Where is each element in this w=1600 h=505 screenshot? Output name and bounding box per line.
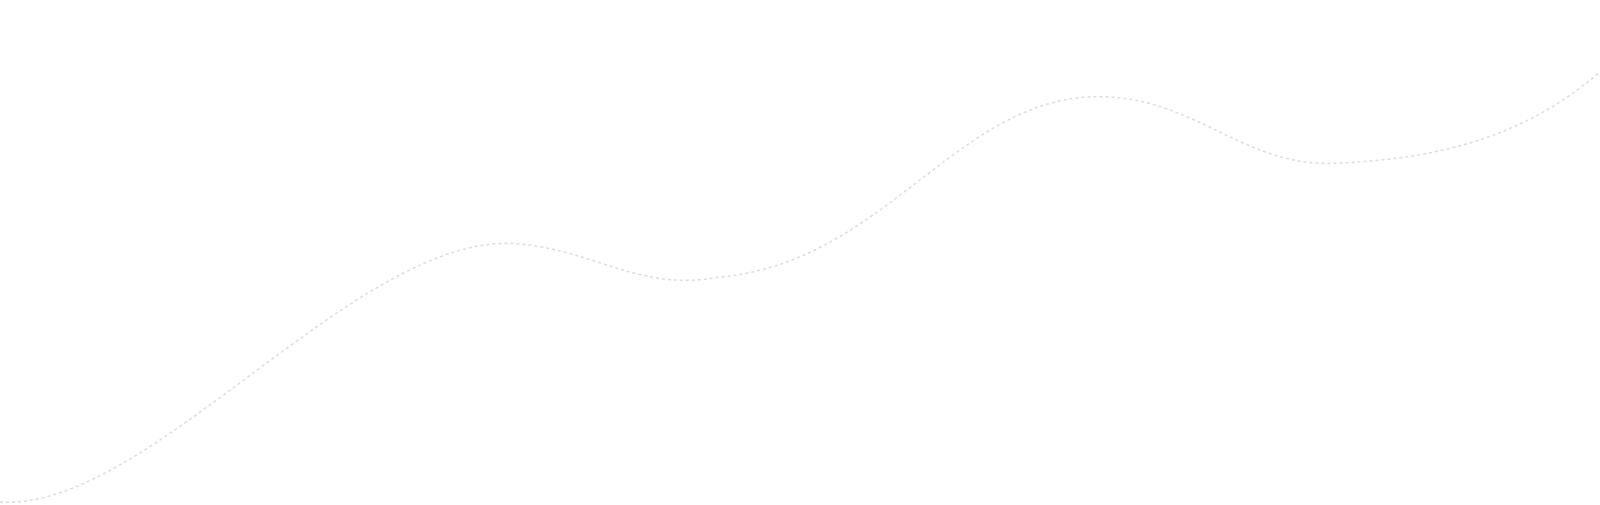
dashed-wave — [0, 71, 1600, 503]
